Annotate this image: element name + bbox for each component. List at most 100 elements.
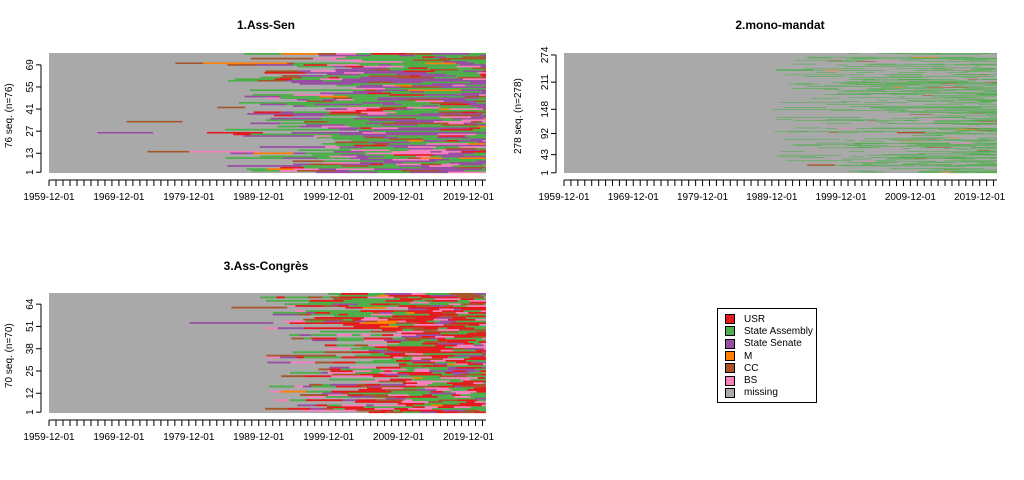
state-spell (825, 70, 840, 71)
state-spell (398, 363, 407, 366)
state-spell (280, 95, 320, 98)
state-spell (259, 155, 294, 158)
state-spell (917, 158, 926, 160)
state-spell (329, 378, 356, 381)
state-spell (325, 146, 340, 148)
state-spell (370, 53, 406, 55)
state-spell (793, 120, 812, 121)
state-spell (967, 150, 990, 152)
state-spell (336, 149, 351, 152)
state-spell (432, 73, 446, 76)
state-spell (881, 138, 895, 140)
state-spell (920, 170, 941, 172)
state-spell (414, 54, 437, 57)
state-spell (460, 378, 471, 381)
state-spell (320, 385, 337, 388)
state-spell (305, 399, 319, 402)
state-spell (451, 394, 461, 397)
state-spell (341, 163, 370, 166)
state-spell (481, 294, 486, 297)
state-spell (456, 65, 481, 68)
state-spell (386, 341, 401, 343)
state-spell (933, 150, 951, 152)
state-spell (461, 94, 480, 96)
state-spell (407, 157, 421, 159)
state-spell (796, 131, 809, 133)
state-spell (991, 83, 997, 85)
state-spell (950, 152, 964, 153)
state-spell (422, 342, 430, 345)
state-spell (465, 370, 481, 373)
state-spell (147, 150, 190, 153)
state-spell (421, 109, 440, 112)
state-spell (481, 404, 486, 407)
state-spell (397, 320, 406, 323)
state-spell (424, 406, 438, 409)
state-spell (973, 83, 997, 84)
state-spell (439, 161, 451, 164)
state-spell (344, 71, 364, 74)
state-spell (407, 139, 424, 142)
state-spell (461, 89, 486, 92)
state-spell (393, 146, 408, 148)
state-spell (970, 63, 985, 65)
state-spell (862, 93, 881, 94)
state-spell (385, 397, 407, 400)
state-spell (378, 79, 406, 82)
state-spell (992, 87, 997, 88)
state-spell (942, 143, 971, 145)
state-spell (431, 356, 448, 359)
state-spell (976, 94, 997, 96)
state-spell (448, 387, 474, 390)
state-spell (916, 97, 926, 99)
state-spell (842, 74, 853, 76)
legend-swatch (725, 351, 735, 362)
state-spell (426, 306, 445, 309)
state-spell (407, 147, 434, 150)
state-spell (475, 397, 486, 400)
state-spell (299, 334, 311, 337)
state-spell (446, 139, 459, 142)
state-spell (329, 317, 350, 319)
state-spell (390, 64, 421, 66)
state-spell (816, 138, 841, 140)
state-spell (397, 136, 438, 139)
state-spell (955, 91, 973, 93)
state-spell (441, 296, 458, 299)
state-spell (809, 84, 821, 86)
state-spell (378, 114, 420, 117)
state-spell (293, 111, 331, 114)
state-spell (303, 337, 312, 340)
state-spell (991, 111, 997, 112)
state-spell (972, 143, 996, 144)
state-spell (482, 337, 486, 340)
state-spell (988, 90, 997, 91)
state-spell (278, 57, 314, 60)
state-spell (993, 95, 997, 96)
state-spell (819, 68, 844, 70)
state-spell (800, 157, 825, 158)
state-spell (481, 342, 486, 345)
state-spell (972, 147, 993, 149)
state-spell (481, 387, 486, 390)
state-spell (388, 294, 415, 297)
state-spell (874, 143, 890, 144)
state-spell (335, 68, 359, 71)
state-spell (435, 344, 458, 347)
state-spell (939, 140, 968, 141)
state-spell (351, 334, 361, 337)
state-spell (987, 154, 997, 156)
y-tick-label: 1 (25, 169, 36, 175)
state-spell (438, 135, 466, 137)
state-spell (426, 143, 468, 145)
state-spell (433, 154, 464, 156)
state-spell (480, 65, 486, 68)
state-spell (842, 119, 864, 121)
state-spell (429, 313, 450, 316)
legend-item-cc: CC (725, 362, 810, 374)
state-spell (448, 303, 461, 306)
state-spell (479, 308, 486, 311)
state-spell (319, 97, 333, 99)
state-spell (476, 160, 486, 163)
state-spell (398, 165, 430, 167)
